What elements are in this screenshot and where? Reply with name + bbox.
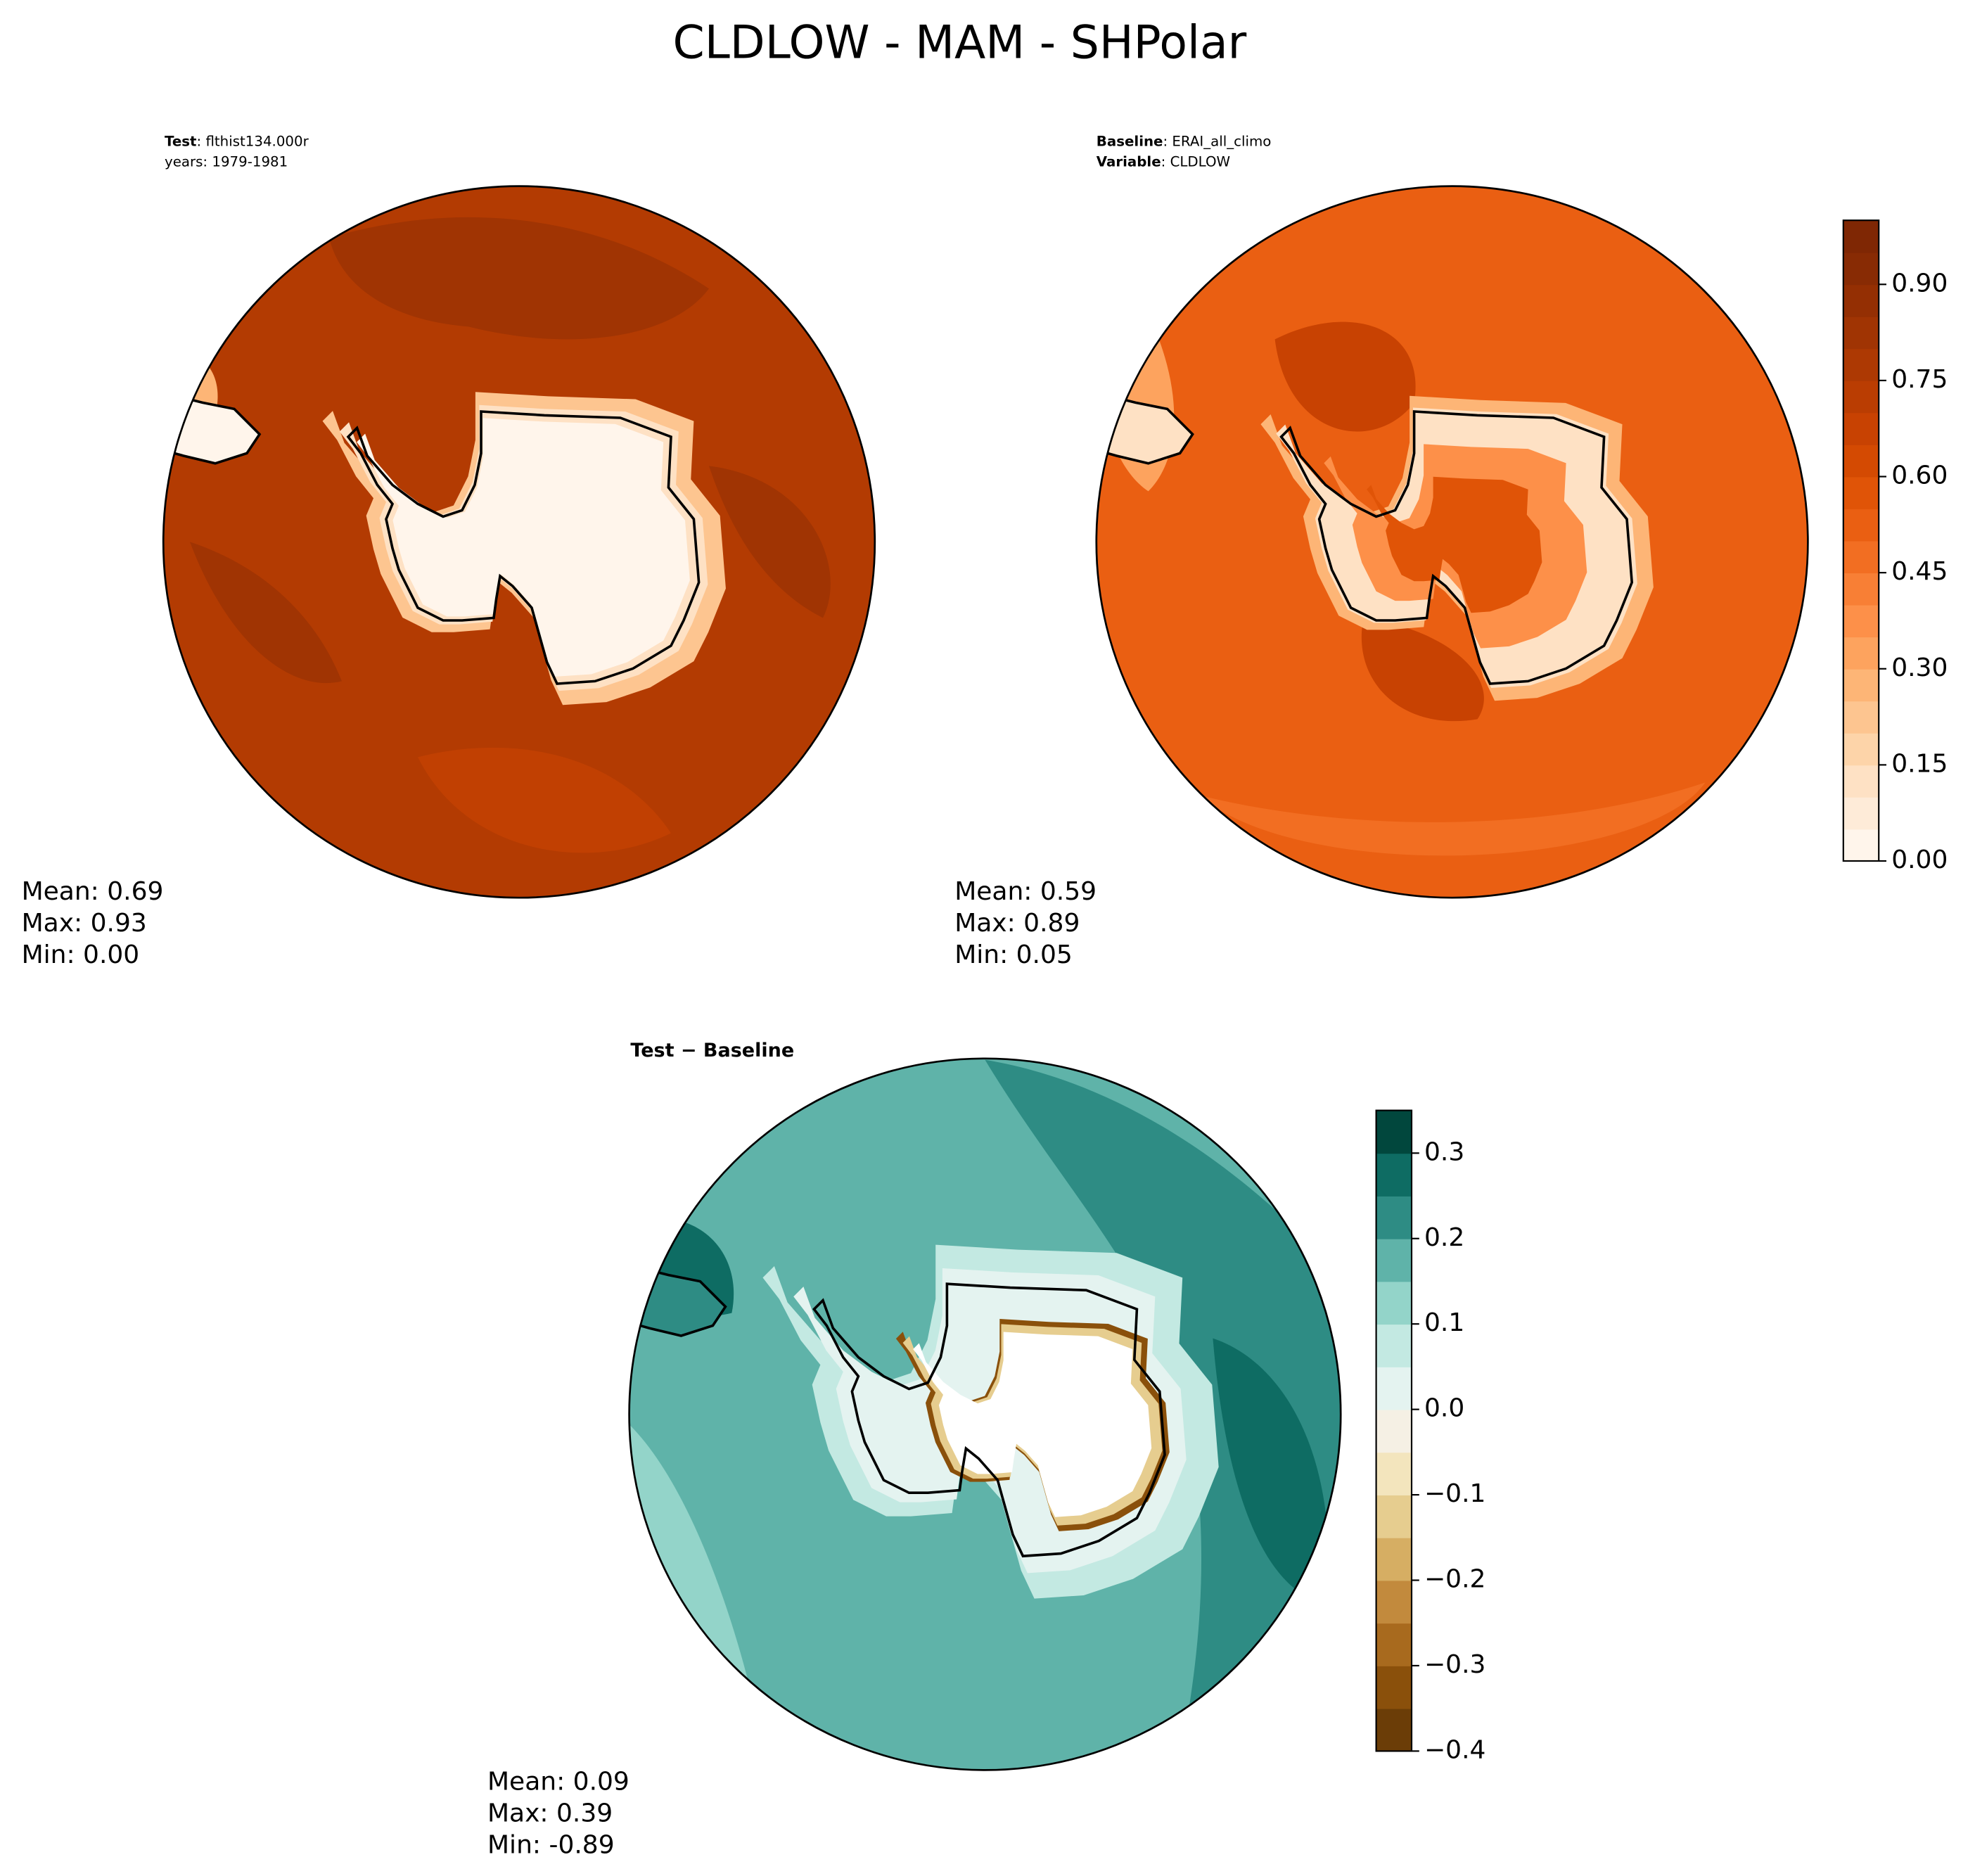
colorbar-band (1843, 476, 1879, 509)
colorbar-band (1843, 444, 1879, 478)
colorbar-tick-label: −0.3 (1424, 1650, 1485, 1679)
colorbar-tick-label: 0.15 (1891, 749, 1948, 778)
colorbar-tick-label: 0.1 (1424, 1308, 1464, 1337)
plot-area: CLDLOW - MAM - SHPolar (22, 16, 1948, 1859)
stat-text: Max: 0.39 (487, 1799, 613, 1827)
label-name: Variable (1097, 153, 1161, 170)
colorbar-band (1843, 604, 1879, 638)
stat-text: Mean: 0.69 (22, 877, 164, 906)
colorbar-band (1843, 732, 1879, 766)
colorbar-tick-label: 0.75 (1891, 365, 1948, 394)
stat-text: Min: 0.05 (954, 940, 1073, 969)
colorbar-band (1376, 1366, 1412, 1410)
colorbar-band (1843, 637, 1879, 670)
colorbar-frame (1842, 219, 1880, 862)
label-name: Test − Baseline (630, 1040, 794, 1061)
label-value: years: 1979-1981 (165, 153, 288, 170)
label-value: : CLDLOW (1161, 153, 1230, 170)
colorbar-band (1376, 1665, 1412, 1709)
colorbar-band (1843, 573, 1879, 606)
label-value: : ERAI_all_climo (1163, 133, 1271, 149)
colorbar-band (1376, 1409, 1412, 1453)
colorbar-band (1376, 1153, 1412, 1197)
panel-label: Test − Baseline (630, 1040, 794, 1061)
panel-label: years: 1979-1981 (165, 153, 288, 170)
map (628, 1057, 1342, 1771)
colorbar-band (1843, 829, 1879, 862)
colorbar-band (1376, 1708, 1412, 1752)
colorbar-tick-label: −0.1 (1424, 1479, 1485, 1508)
colorbar-band (1843, 796, 1879, 830)
label-value: : flthist134.000r (197, 133, 309, 149)
colorbar-tick-label: 0.2 (1424, 1223, 1464, 1252)
figure-title: CLDLOW - MAM - SHPolar (672, 16, 1246, 69)
colorbar-band (1376, 1238, 1412, 1282)
colorbar-tick-label: 0.0 (1424, 1394, 1464, 1423)
colorbar-band (1376, 1495, 1412, 1538)
colorbar-band (1376, 1452, 1412, 1495)
colorbar-tick-label: 0.30 (1891, 653, 1948, 682)
panel-label: Test: flthist134.000r (165, 133, 309, 149)
stat-text: Mean: 0.59 (954, 877, 1097, 906)
label-name: Test (165, 133, 197, 149)
colorbar-tick-label: 0.60 (1891, 461, 1948, 490)
colorbar-band (1376, 1623, 1412, 1666)
stat-text: Min: 0.00 (22, 940, 140, 969)
colorbar-band (1376, 1580, 1412, 1624)
colorbar-band (1843, 509, 1879, 542)
colorbar-band (1843, 765, 1879, 798)
colorbar-frame (1375, 1109, 1413, 1752)
label-name: Baseline (1097, 133, 1163, 149)
colorbar-band (1843, 668, 1879, 702)
colorbar-band (1376, 1537, 1412, 1581)
colorbar-band (1376, 1196, 1412, 1239)
colorbar-band (1843, 316, 1879, 350)
stat-text: Mean: 0.09 (487, 1767, 629, 1796)
colorbar-band (1843, 380, 1879, 414)
colorbar-tick-label: 0.3 (1424, 1137, 1464, 1166)
stat-text: Min: -0.89 (487, 1830, 615, 1859)
colorbar-band (1843, 540, 1879, 574)
stat-text: Max: 0.93 (22, 909, 147, 938)
colorbar-tick-label: 0.90 (1891, 269, 1948, 298)
colorbar-tick-label: −0.2 (1424, 1565, 1485, 1594)
colorbar-band (1843, 252, 1879, 286)
colorbar-band (1843, 284, 1879, 317)
colorbar-band (1843, 220, 1879, 253)
colorbar-tick-label: 0.00 (1891, 846, 1948, 874)
stat-text: Max: 0.89 (954, 909, 1080, 938)
colorbar-tick-label: −0.4 (1424, 1735, 1485, 1764)
colorbar-band (1843, 348, 1879, 381)
colorbar-band (1376, 1110, 1412, 1154)
panel-label: Variable: CLDLOW (1097, 153, 1230, 170)
colorbar-band (1843, 412, 1879, 445)
panel-label: Baseline: ERAI_all_climo (1097, 133, 1272, 149)
map (162, 185, 876, 899)
colorbar-band (1843, 701, 1879, 734)
colorbar-band (1376, 1281, 1412, 1325)
colorbar-tick-label: 0.45 (1891, 557, 1948, 586)
colorbar-band (1376, 1324, 1412, 1367)
map (1095, 185, 1809, 899)
